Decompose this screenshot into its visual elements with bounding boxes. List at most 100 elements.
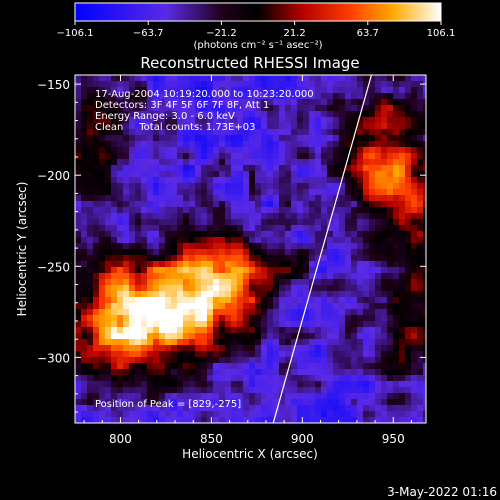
heatmap-cell <box>261 75 267 81</box>
heatmap-cell <box>243 219 249 225</box>
heatmap-cell <box>93 225 99 231</box>
heatmap-cell <box>129 165 135 171</box>
heatmap-cell <box>183 177 189 183</box>
heatmap-cell <box>93 273 99 279</box>
heatmap-cell <box>189 123 195 129</box>
heatmap-cell <box>273 375 279 381</box>
heatmap-cell <box>153 285 159 291</box>
heatmap-cell <box>369 213 375 219</box>
heatmap-cell <box>417 183 423 189</box>
heatmap-cell <box>237 207 243 213</box>
heatmap-cell <box>165 273 171 279</box>
heatmap-cell <box>339 231 345 237</box>
heatmap-cell <box>297 249 303 255</box>
heatmap-cell <box>117 387 123 393</box>
heatmap-cell <box>219 411 225 417</box>
colorbar-tick-label: −21.2 <box>206 28 237 39</box>
heatmap-cell <box>267 363 273 369</box>
heatmap-cell <box>177 99 183 105</box>
heatmap-cell <box>321 333 327 339</box>
heatmap-cell <box>333 225 339 231</box>
heatmap-cell <box>117 189 123 195</box>
heatmap-cell <box>369 411 375 417</box>
heatmap-cell <box>291 255 297 261</box>
heatmap-cell <box>243 135 249 141</box>
heatmap-cell <box>363 297 369 303</box>
heatmap-cell <box>117 261 123 267</box>
heatmap-cell <box>315 339 321 345</box>
heatmap-cell <box>327 243 333 249</box>
heatmap-cell <box>231 303 237 309</box>
heatmap-cell <box>243 417 249 423</box>
heatmap-cell <box>303 399 309 405</box>
heatmap-cell <box>225 153 231 159</box>
heatmap-cell <box>399 123 405 129</box>
heatmap-cell <box>219 279 225 285</box>
heatmap-cell <box>285 123 291 129</box>
heatmap-cell <box>201 123 207 129</box>
heatmap-cell <box>129 387 135 393</box>
heatmap-cell <box>231 87 237 93</box>
heatmap-cell <box>195 243 201 249</box>
heatmap-cell <box>165 393 171 399</box>
heatmap-cell <box>381 303 387 309</box>
heatmap-cell <box>297 303 303 309</box>
heatmap-cell <box>261 147 267 153</box>
heatmap-cell <box>99 147 105 153</box>
heatmap-cell <box>405 333 411 339</box>
heatmap-cell <box>249 87 255 93</box>
heatmap-cell <box>81 75 87 81</box>
heatmap-cell <box>387 297 393 303</box>
heatmap-cell <box>183 393 189 399</box>
heatmap-cell <box>141 75 147 81</box>
heatmap-cell <box>189 333 195 339</box>
heatmap-cell <box>375 297 381 303</box>
heatmap-cell <box>237 195 243 201</box>
heatmap-cell <box>381 135 387 141</box>
heatmap-cell <box>129 177 135 183</box>
heatmap-cell <box>171 273 177 279</box>
heatmap-cell <box>387 183 393 189</box>
heatmap-cell <box>345 255 351 261</box>
heatmap-cell <box>219 75 225 81</box>
heatmap-cell <box>75 363 81 369</box>
heatmap-cell <box>147 159 153 165</box>
heatmap-cell <box>405 369 411 375</box>
heatmap-cell <box>123 237 129 243</box>
heatmap-cell <box>135 195 141 201</box>
heatmap-cell <box>189 279 195 285</box>
heatmap-cell <box>297 363 303 369</box>
heatmap-cell <box>249 363 255 369</box>
heatmap-cell <box>183 375 189 381</box>
heatmap-cell <box>159 303 165 309</box>
heatmap-cell <box>189 399 195 405</box>
heatmap-cell <box>189 375 195 381</box>
heatmap-cell <box>171 207 177 213</box>
heatmap-cell <box>279 399 285 405</box>
heatmap-cell <box>381 147 387 153</box>
heatmap-cell <box>285 171 291 177</box>
heatmap-cell <box>393 369 399 375</box>
heatmap-cell <box>423 345 426 351</box>
heatmap-cell <box>255 249 261 255</box>
heatmap-cell <box>243 339 249 345</box>
heatmap-cell <box>75 195 81 201</box>
heatmap-cell <box>351 405 357 411</box>
heatmap-cell <box>177 135 183 141</box>
heatmap-cell <box>177 405 183 411</box>
heatmap-cell <box>75 111 81 117</box>
heatmap-cell <box>75 321 81 327</box>
heatmap-cell <box>159 255 165 261</box>
heatmap-cell <box>333 207 339 213</box>
heatmap-cell <box>105 153 111 159</box>
heatmap-cell <box>351 99 357 105</box>
heatmap-cell <box>81 195 87 201</box>
heatmap-cell <box>75 123 81 129</box>
heatmap-cell <box>255 243 261 249</box>
heatmap-cell <box>327 99 333 105</box>
heatmap-cell <box>117 405 123 411</box>
heatmap-cell <box>171 231 177 237</box>
heatmap-cell <box>393 207 399 213</box>
heatmap-cell <box>81 363 87 369</box>
heatmap-cell <box>165 399 171 405</box>
